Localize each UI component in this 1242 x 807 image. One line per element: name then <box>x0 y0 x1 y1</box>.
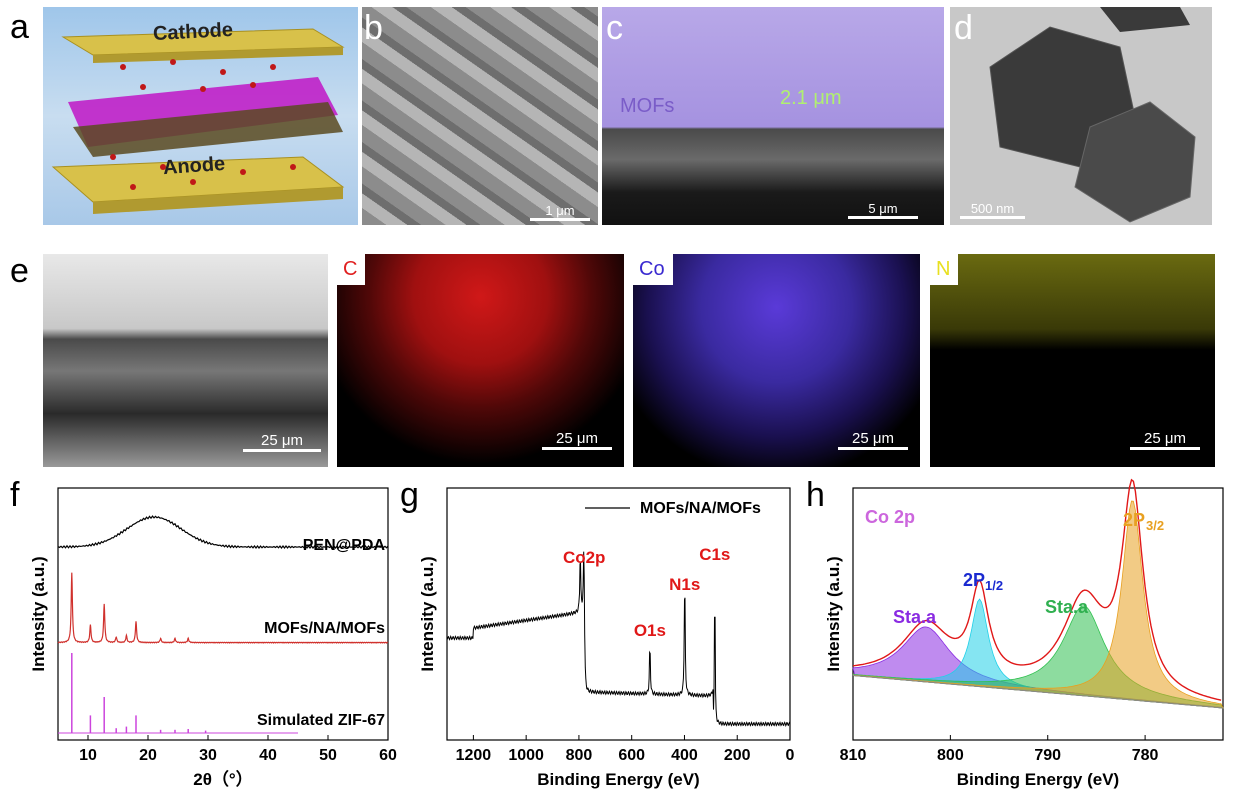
h-tick-label: 810 <box>840 747 867 764</box>
panel-letter-b: b <box>364 9 383 47</box>
g-peak-label: O1s <box>634 621 666 640</box>
g-peak-label: C1s <box>699 545 730 564</box>
g-legend-label: MOFs/NA/MOFs <box>640 500 761 517</box>
sem-top-view: b 1 μm <box>362 7 598 225</box>
panel-letter-d: d <box>954 9 973 47</box>
h-y-axis-label: Intensity (a.u.) <box>824 556 843 671</box>
scale-bar-eds-co: 25 μm <box>838 430 908 450</box>
scale-bar-eds-c: 25 μm <box>542 430 612 450</box>
f-series-line-pen-pda <box>57 515 389 549</box>
g-tick-label: 400 <box>671 747 698 764</box>
scale-bar-c: 5 μm <box>848 201 918 219</box>
h-label-sta-1: Sta.a <box>893 607 937 627</box>
g-peak-label: Co2p <box>563 548 606 567</box>
battery-schematic-svg <box>51 28 345 214</box>
tem-particles <box>989 7 1196 223</box>
scale-label-c: 5 μm <box>868 201 898 216</box>
panel-letter-a: a <box>10 8 29 46</box>
eds-map-co: Co 25 μm <box>633 254 920 467</box>
sem-cross-section-e: 25 μm <box>43 254 328 467</box>
f-tick-label: 50 <box>319 747 337 764</box>
g-y-axis-label: Intensity (a.u.) <box>418 556 437 671</box>
f-series-line-mofs <box>57 572 389 644</box>
xrd-chart: 10 20 30 40 50 60 2θ（°） Intensity (a.u.) PEN@PDA… <box>29 487 397 789</box>
f-tick-label: 30 <box>199 747 217 764</box>
f-series-label-pen-pda: PEN@PDA <box>303 537 386 554</box>
h-label-2p32: 2P <box>1123 510 1145 530</box>
scale-bar-d: 500 nm <box>960 201 1025 219</box>
panel-letter-f: f <box>10 476 20 514</box>
f-plot-frame <box>57 487 389 741</box>
g-tick-label: 200 <box>724 747 751 764</box>
mofs-label: MOFs <box>620 95 675 117</box>
g-series-line <box>446 551 791 727</box>
xps-survey-chart: 1200 1000 800 600 400 200 0 Binding Energy (eV)… <box>418 487 795 789</box>
battery-schematic: Cathode Anode <box>43 7 358 225</box>
h-label-2p12-sub: 1/2 <box>985 578 1003 593</box>
cathode-label: Cathode <box>152 18 234 46</box>
h-x-axis-label: Binding Energy (eV) <box>957 770 1119 789</box>
f-tick-label: 40 <box>259 747 277 764</box>
panel-letter-e: e <box>10 252 29 290</box>
eds-label-c: C <box>337 254 366 285</box>
xps-co2p-chart: 810 800 790 780 Binding Energy (eV) Intensity… <box>824 478 1224 789</box>
g-plot-frame <box>446 487 791 741</box>
h-label-sta-2: Sta.a <box>1045 597 1089 617</box>
eds-map-n: N 25 μm <box>930 254 1215 467</box>
f-tick-label: 60 <box>379 747 397 764</box>
h-title: Co 2p <box>865 507 915 527</box>
tem-image: d 500 nm <box>950 7 1212 225</box>
eds-label-n: N <box>930 254 959 285</box>
f-tick-label: 10 <box>79 747 97 764</box>
panel-letter-c: c <box>606 9 623 47</box>
scale-bar-b: 1 μm <box>530 203 590 221</box>
g-tick-label: 600 <box>618 747 645 764</box>
f-series-label-mofs: MOFs/NA/MOFs <box>264 620 385 637</box>
scale-label-eds-co: 25 μm <box>852 430 894 447</box>
g-peak-label: N1s <box>669 575 700 594</box>
panel-letter-h: h <box>806 476 825 514</box>
h-tick-label: 790 <box>1034 747 1061 764</box>
h-baseline <box>852 675 1224 709</box>
f-tick-label: 20 <box>139 747 157 764</box>
g-tick-label: 1000 <box>508 747 544 764</box>
eds-map-c: C 25 μm <box>337 254 624 467</box>
h-tick-label: 800 <box>937 747 964 764</box>
h-label-2p12: 2P <box>963 570 985 590</box>
scale-label-eds-n: 25 μm <box>1144 430 1186 447</box>
g-x-axis-label: Binding Energy (eV) <box>537 770 699 789</box>
thickness-label: 2.1 μm <box>780 87 842 109</box>
anode-label: Anode <box>162 152 226 180</box>
h-label-2p32-sub: 3/2 <box>1146 518 1164 533</box>
f-y-axis-label: Intensity (a.u.) <box>29 556 48 671</box>
scale-bar-eds-n: 25 μm <box>1130 430 1200 450</box>
panel-letter-g: g <box>400 476 419 514</box>
h-envelope-line <box>852 478 1222 701</box>
h-tick-label: 780 <box>1132 747 1159 764</box>
scale-bar-e: 25 μm <box>243 432 321 452</box>
g-tick-label: 0 <box>786 747 795 764</box>
scale-label-d: 500 nm <box>970 201 1015 216</box>
g-tick-label: 800 <box>566 747 593 764</box>
scale-label-eds-c: 25 μm <box>556 430 598 447</box>
sem-cross-section: c MOFs 2.1 μm 5 μm <box>602 7 944 225</box>
f-x-axis-label: 2θ（°） <box>193 769 252 789</box>
eds-label-co: Co <box>633 254 673 285</box>
scale-label-b: 1 μm <box>545 203 575 218</box>
h-plot-frame <box>852 487 1224 741</box>
g-tick-label: 1200 <box>456 747 492 764</box>
f-series-label-zif67: Simulated ZIF-67 <box>257 712 385 729</box>
scale-label-e: 25 μm <box>261 432 303 449</box>
